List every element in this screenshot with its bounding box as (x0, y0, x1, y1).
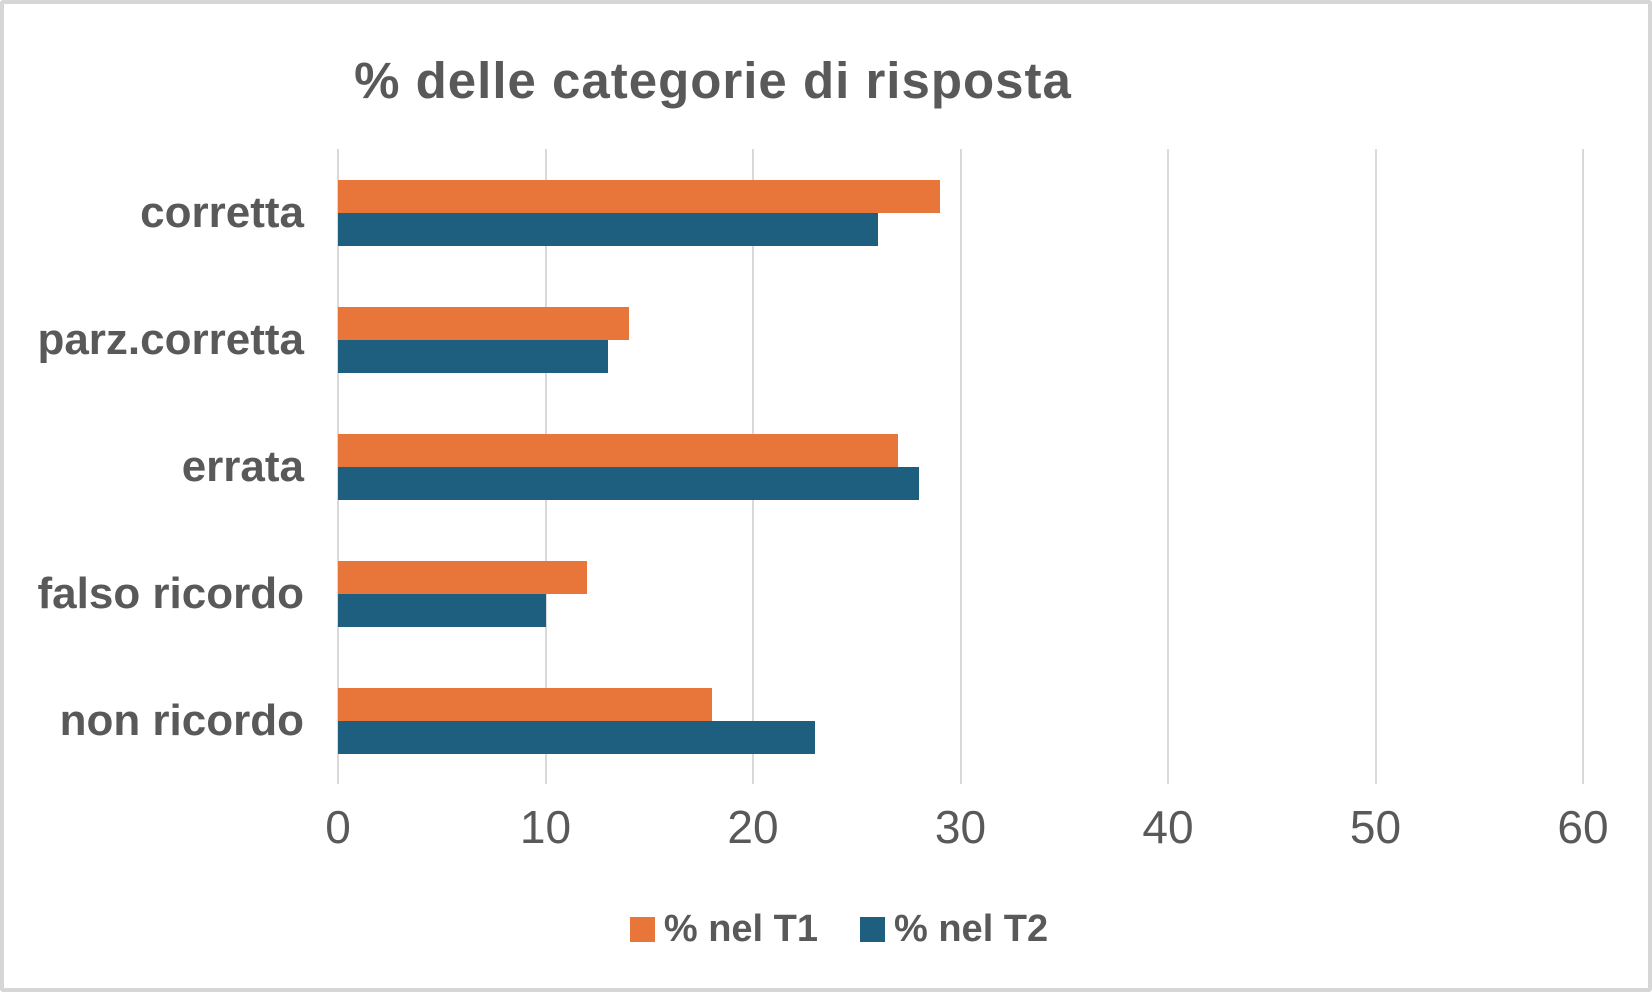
x-tick-label-20: 20 (727, 801, 779, 853)
bar-t1-parz-corretta (338, 306, 629, 340)
legend-item-t2: % nel T2 (860, 908, 1048, 951)
legend-swatch-t2-icon (860, 917, 885, 942)
legend-swatch-t1-icon (629, 917, 655, 942)
category-label-parz-corretta: parz.corretta (37, 314, 304, 364)
chart-title: % delle categorie di risposta (354, 52, 1072, 109)
x-tick-label-0: 0 (325, 801, 351, 853)
legend-label-t2: % nel T2 (894, 908, 1049, 950)
bar-t1-errata (338, 433, 899, 467)
bar-t2-corretta (338, 212, 878, 246)
gridline-60 (1582, 149, 1584, 784)
x-tick-label-10: 10 (519, 801, 572, 853)
plot-area (337, 149, 1584, 784)
x-tick-label-60: 60 (1557, 801, 1609, 853)
legend: % nel T1 % nel T2 (4, 908, 1648, 951)
gridline-50 (1374, 149, 1377, 784)
legend-item-t1: % nel T1 (629, 908, 818, 951)
category-label-errata: errata (181, 441, 304, 491)
bar-t2-parz-corretta (338, 339, 608, 373)
bar-t2-non-ricordo (338, 720, 816, 754)
category-label-corretta: corretta (140, 187, 304, 237)
x-tick-label-30: 30 (934, 801, 987, 853)
bar-t1-non-ricordo (338, 687, 712, 721)
category-label-falso-ricordo: falso ricordo (37, 568, 305, 618)
gridline-40 (1167, 149, 1169, 784)
bar-t2-errata (338, 466, 919, 500)
bar-t1-falso-ricordo (338, 560, 587, 594)
legend-label-t1: % nel T1 (663, 908, 818, 950)
gridline-30 (959, 149, 962, 784)
x-tick-label-50: 50 (1349, 801, 1402, 853)
bar-t2-falso-ricordo (338, 593, 546, 627)
x-tick-label-40: 40 (1142, 801, 1194, 853)
bar-t1-corretta (338, 179, 940, 213)
category-label-non-ricordo: non ricordo (59, 695, 304, 745)
